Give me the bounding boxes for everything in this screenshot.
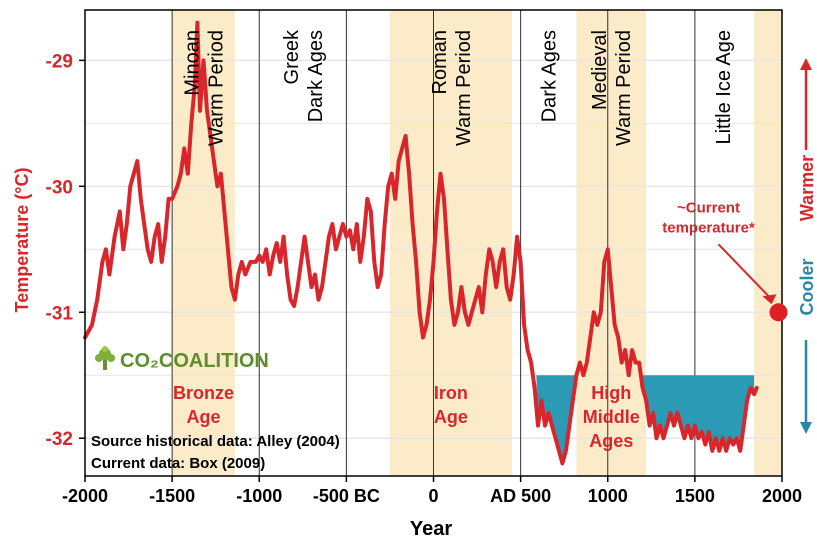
current-temperature-label: ~Current temperature*	[662, 199, 755, 236]
y-tick-label: -32	[46, 429, 73, 450]
y-tick-label: -29	[46, 51, 73, 72]
cooler-label: Cooler	[797, 258, 817, 315]
down-arrow-icon	[800, 422, 812, 434]
era-label: Age	[434, 407, 468, 427]
era-label: Age	[186, 407, 220, 427]
y-tick-label: -30	[46, 177, 73, 198]
current-temperature-annotation: ~Current temperature*	[662, 199, 788, 322]
x-tick-label: 0	[428, 486, 438, 506]
tree-icon	[95, 346, 115, 370]
logo-text: CO₂COALITION	[120, 350, 269, 372]
below-current-area	[536, 375, 755, 464]
period-label-shaded-1: Warm Period	[453, 30, 475, 146]
period-label-shaded-2: Warm Period	[613, 30, 635, 146]
source-historical: Source historical data: Alley (2004)	[91, 433, 340, 450]
period-label-shaded-0: Warm Period	[205, 30, 227, 146]
era-label: Ages	[589, 431, 633, 451]
period-label-unshaded-1: Dark Ages	[539, 30, 561, 122]
era-label: Bronze	[173, 383, 234, 403]
x-tick-label: -2000	[62, 486, 108, 506]
axis-ticks: -29 -30 -31 -32 -2000 -1500 -1000 -500 BC 0 AD 50…	[46, 51, 802, 506]
up-arrow-icon	[800, 58, 812, 70]
x-tick-label: -1000	[236, 486, 282, 506]
temperature-series	[83, 20, 759, 466]
period-label-shaded-0: Minoan	[181, 30, 203, 96]
x-tick-label: 1500	[675, 486, 715, 506]
y-tick-label: -31	[46, 303, 74, 324]
below-current-fill	[536, 375, 755, 464]
era-label: Middle	[583, 407, 640, 427]
x-tick-label: -1500	[149, 486, 195, 506]
x-tick-label: -500 BC	[313, 486, 380, 506]
current-temperature-marker	[769, 303, 788, 322]
era-label: Iron	[434, 383, 468, 403]
x-axis-label: Year	[410, 518, 452, 540]
x-tick-label: 1000	[588, 486, 628, 506]
cooler-indicator: Cooler	[797, 258, 817, 434]
co2-coalition-logo: CO₂COALITION	[95, 346, 269, 372]
period-label-unshaded-0: Greek	[281, 29, 303, 84]
period-label-shaded-2: Medieval	[589, 30, 611, 110]
period-label-shaded-1: Roman	[429, 30, 451, 94]
arrowhead-icon	[762, 294, 777, 305]
period-bands	[172, 10, 782, 476]
period-band-2	[576, 10, 647, 476]
x-tick-label: AD 500	[490, 486, 551, 506]
period-label-unshaded-0: Dark Ages	[305, 30, 327, 122]
source-current: Current data: Box (2009)	[91, 455, 265, 472]
temperature-line	[83, 20, 759, 466]
y-axis-label: Temperature (°C)	[12, 168, 32, 313]
x-tick-label: 2000	[762, 486, 802, 506]
warmer-indicator: Warmer	[797, 58, 817, 221]
period-band-3	[754, 10, 782, 476]
current-temperature-arrow	[717, 243, 774, 301]
era-label: High	[591, 383, 631, 403]
warmer-label: Warmer	[797, 155, 817, 221]
period-label-unshaded-2: Little Ice Age	[713, 30, 735, 145]
period-band-1	[389, 10, 512, 476]
